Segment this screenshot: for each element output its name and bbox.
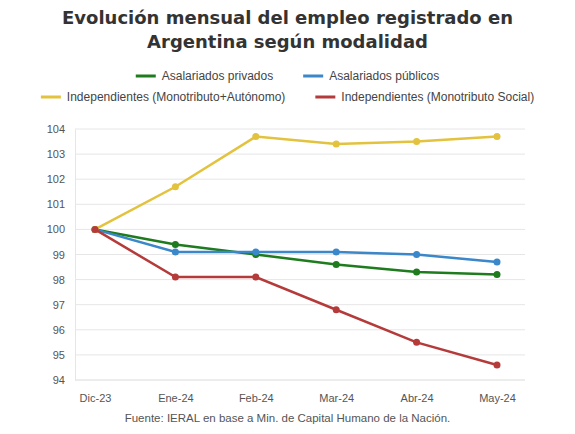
series-marker (333, 248, 340, 255)
y-tick: 98 (53, 274, 75, 286)
x-axis: Dic-23 Ene-24 Feb-24 Mar-24 Abr-24 May-24 (75, 380, 525, 404)
y-axis: 94 95 96 97 98 99 100 101 102 103 104 (47, 123, 76, 386)
legend-label: Asalariados privados (162, 69, 273, 83)
legend-swatch (136, 75, 156, 78)
legend: Asalariados privados Asalariados públicos… (41, 69, 534, 104)
y-tick: 102 (47, 173, 75, 185)
y-tick: 99 (53, 249, 75, 261)
series-marker (494, 259, 501, 266)
title: Evolución mensual del empleo registrado … (62, 7, 513, 52)
x-tick-label: Mar-24 (319, 392, 354, 404)
y-tick: 101 (47, 198, 75, 210)
legend-item: Independientes (Monotributo+Autónomo) (41, 90, 285, 104)
title-line: Evolución mensual del empleo registrado … (62, 7, 513, 28)
series-marker (413, 339, 420, 346)
x-tick: Ene-24 (158, 380, 193, 404)
legend-label: Independientes (Monotributo+Autónomo) (67, 90, 285, 104)
legend-item: Asalariados públicos (303, 69, 439, 83)
chart: Evolución mensual del empleo registrado … (0, 0, 575, 434)
y-tick-label: 95 (53, 349, 65, 361)
series-line (95, 229, 497, 262)
y-tick-label: 94 (53, 374, 65, 386)
grid-line (75, 279, 525, 280)
y-tick-label: 104 (47, 123, 65, 135)
y-tick: 104 (47, 123, 75, 135)
legend-label: Asalariados públicos (329, 69, 439, 83)
series-marker (494, 271, 501, 278)
series-marker (172, 241, 179, 248)
y-tick-label: 99 (53, 249, 65, 261)
y-tick-label: 100 (47, 223, 65, 235)
y-tick-label: 102 (47, 173, 65, 185)
x-tick-label: Dic-23 (80, 392, 112, 404)
x-axis-line (75, 380, 525, 381)
y-tick-label: 101 (47, 198, 65, 210)
y-tick: 97 (53, 299, 75, 311)
x-tick: Mar-24 (319, 380, 354, 404)
x-tick-label: Ene-24 (158, 392, 193, 404)
series-marker (333, 306, 340, 313)
series-marker (252, 133, 259, 140)
y-tick: 96 (53, 324, 75, 336)
series-marker (92, 226, 99, 233)
series-marker (172, 183, 179, 190)
series-marker (172, 248, 179, 255)
series-marker (413, 269, 420, 276)
x-tick: May-24 (479, 380, 516, 404)
y-tick-label: 98 (53, 274, 65, 286)
series-marker (494, 133, 501, 140)
series-line (95, 229, 497, 274)
legend-label: Independientes (Monotributo Social) (341, 90, 534, 104)
grid-line (75, 129, 525, 130)
grid-line (75, 329, 525, 330)
grid-line (75, 254, 525, 255)
legend-swatch (315, 96, 335, 99)
series-marker (92, 226, 99, 233)
series-marker (172, 274, 179, 281)
source: Fuente: IERAL en base a Min. de Capital … (125, 412, 451, 424)
title-line: Argentina según modalidad (147, 31, 428, 52)
legend-swatch (41, 96, 61, 99)
x-tick-label: Feb-24 (239, 392, 274, 404)
y-tick-label: 97 (53, 299, 65, 311)
grid-line (75, 304, 525, 305)
legend-swatch (303, 75, 323, 78)
series-marker (252, 248, 259, 255)
series-marker (413, 251, 420, 258)
grid-line (75, 380, 525, 381)
series-marker (494, 361, 501, 368)
y-tick-label: 96 (53, 324, 65, 336)
legend-item: Asalariados privados (136, 69, 273, 83)
y-tick: 103 (47, 148, 75, 160)
grid-line (75, 154, 525, 155)
grid-line (75, 229, 525, 230)
y-tick-label: 103 (47, 148, 65, 160)
x-tick: Feb-24 (239, 380, 274, 404)
series-marker (252, 274, 259, 281)
legend-item: Independientes (Monotributo Social) (315, 90, 534, 104)
y-tick: 95 (53, 349, 75, 361)
series-marker (92, 226, 99, 233)
x-tick-label: Abr-24 (401, 392, 434, 404)
x-tick: Abr-24 (401, 380, 434, 404)
plot-area (92, 133, 501, 368)
grid-line (75, 179, 525, 180)
y-tick: 94 (53, 374, 75, 386)
series-marker (92, 226, 99, 233)
series-marker (333, 261, 340, 268)
y-tick: 100 (47, 223, 75, 235)
x-tick-label: May-24 (479, 392, 516, 404)
x-tick: Dic-23 (80, 380, 112, 404)
series-marker (413, 138, 420, 145)
grid (75, 129, 525, 380)
series-line (95, 137, 497, 230)
y-axis-line (75, 130, 76, 381)
series-marker (333, 141, 340, 148)
series-line (95, 229, 497, 365)
